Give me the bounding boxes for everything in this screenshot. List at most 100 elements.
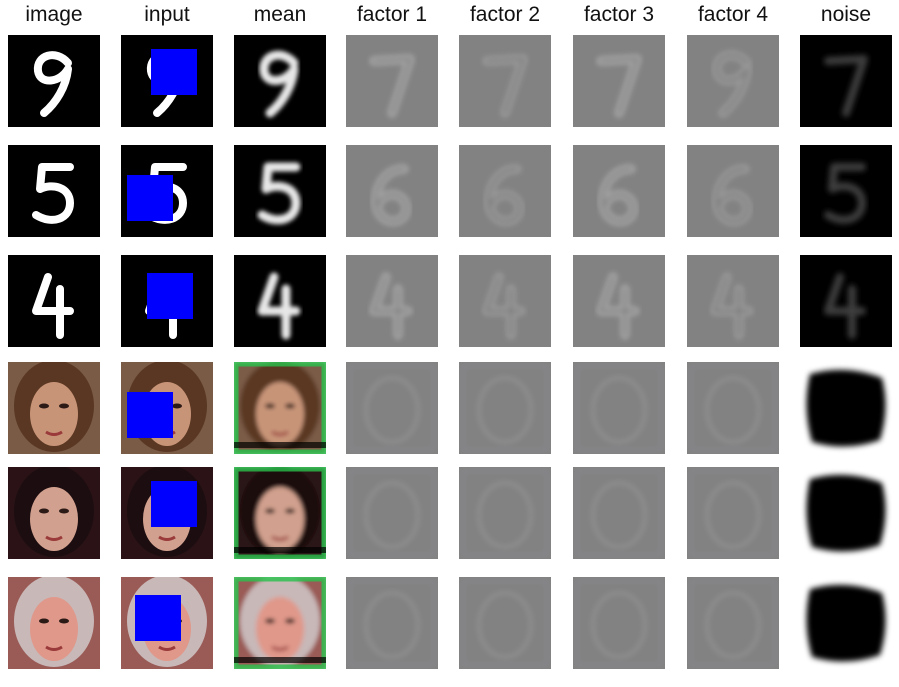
factor-face-outline: [477, 376, 533, 444]
cell-row3-factor-4: [687, 255, 779, 347]
column-header-noise: noise: [820, 3, 872, 26]
factor-edge: [689, 579, 777, 667]
noise-blob: [806, 369, 886, 447]
cell-row3-factor-2: [459, 255, 551, 347]
cell-row2-factor-4: [687, 145, 779, 237]
cell-row6-input: [121, 577, 213, 669]
factor-edge: [461, 364, 549, 452]
factor-digit-shadow: [713, 275, 751, 337]
occlusion-mask: [147, 273, 193, 319]
column-header-mean: mean: [253, 3, 307, 26]
factor-face-outline: [364, 481, 420, 549]
digit-stroke: [33, 51, 72, 117]
occlusion-mask: [151, 49, 197, 95]
eye: [59, 508, 69, 514]
cell-row3-mean: [234, 255, 326, 347]
cell-row4-noise: [800, 362, 892, 454]
mouth: [271, 535, 289, 541]
cell-row5-factor-1: [346, 467, 438, 559]
factor-face-outline: [477, 481, 533, 549]
mean-digit: [259, 50, 299, 118]
artifact-border: [234, 467, 326, 559]
column-header-factor-3: factor 3: [583, 3, 655, 26]
eye: [265, 403, 275, 409]
cell-row5-mean: [234, 467, 326, 559]
column-header-image: image: [25, 3, 83, 26]
face: [256, 487, 304, 551]
mean-digit: [257, 272, 301, 340]
mean-digit: [257, 162, 301, 225]
mouth: [271, 430, 289, 436]
cell-row3-noise: [800, 255, 892, 347]
cell-row6-factor-4: [687, 577, 779, 669]
occlusion-mask: [135, 595, 181, 641]
eye: [265, 508, 275, 514]
cell-row2-noise: [800, 145, 892, 237]
factor-edge: [689, 469, 777, 557]
column-header-factor-1: factor 1: [356, 3, 428, 26]
cell-row6-noise: [800, 577, 892, 669]
face: [30, 597, 78, 661]
factor-digit-shadow: [715, 167, 749, 223]
cell-row2-mean: [234, 145, 326, 237]
cell-row4-factor-2: [459, 362, 551, 454]
cell-row5-noise: [800, 467, 892, 559]
eye: [285, 618, 295, 624]
factor-edge: [461, 579, 549, 667]
mouth: [45, 430, 63, 436]
face: [256, 597, 304, 661]
digit-stroke: [32, 163, 74, 224]
factor-face-outline: [705, 591, 761, 659]
cell-row1-factor-1: [346, 35, 438, 127]
factor-digit-shadow: [715, 53, 749, 115]
cell-row2-image: [8, 145, 100, 237]
cell-row3-image: [8, 255, 100, 347]
factor-face-outline: [705, 481, 761, 549]
mouth: [158, 535, 176, 541]
factor-face-outline: [591, 376, 647, 444]
factor-edge: [348, 364, 436, 452]
noise-digit: [824, 163, 866, 224]
factor-edge: [461, 469, 549, 557]
column-header-factor-4: factor 4: [697, 3, 769, 26]
cell-row6-mean: [234, 577, 326, 669]
cell-row1-factor-3: [573, 35, 665, 127]
cell-row6-factor-1: [346, 577, 438, 669]
factor-digit-shadow: [487, 167, 521, 223]
cell-row6-factor-2: [459, 577, 551, 669]
mouth: [45, 645, 63, 651]
factor-edge: [689, 364, 777, 452]
cell-row4-factor-1: [346, 362, 438, 454]
factor-face-outline: [591, 481, 647, 549]
occlusion-mask: [151, 481, 197, 527]
cell-row4-factor-3: [573, 362, 665, 454]
eye: [59, 403, 69, 409]
eye: [39, 508, 49, 514]
face: [256, 382, 304, 446]
cell-row6-factor-3: [573, 577, 665, 669]
eye: [172, 403, 182, 409]
column-header-factor-2: factor 2: [469, 3, 541, 26]
factor-digit-shadow: [374, 167, 408, 223]
cell-row1-noise: [800, 35, 892, 127]
noise-blob: [806, 584, 886, 662]
factor-digit-shadow: [372, 57, 412, 115]
occlusion-mask: [127, 175, 173, 221]
cell-row1-input: [121, 35, 213, 127]
factor-face-outline: [705, 376, 761, 444]
cell-row5-factor-4: [687, 467, 779, 559]
factor-digit-shadow: [599, 275, 637, 337]
factor-edge: [575, 364, 663, 452]
eye: [39, 618, 49, 624]
eye: [285, 403, 295, 409]
cell-row1-mean: [234, 35, 326, 127]
cell-row4-input: [121, 362, 213, 454]
cell-row4-factor-4: [687, 362, 779, 454]
factor-digit-shadow: [599, 57, 639, 115]
noise-blob: [806, 474, 886, 552]
cell-row6-image: [8, 577, 100, 669]
factor-edge: [575, 579, 663, 667]
factor-digit-shadow: [485, 57, 525, 115]
mouth: [158, 645, 176, 651]
mouth: [45, 535, 63, 541]
